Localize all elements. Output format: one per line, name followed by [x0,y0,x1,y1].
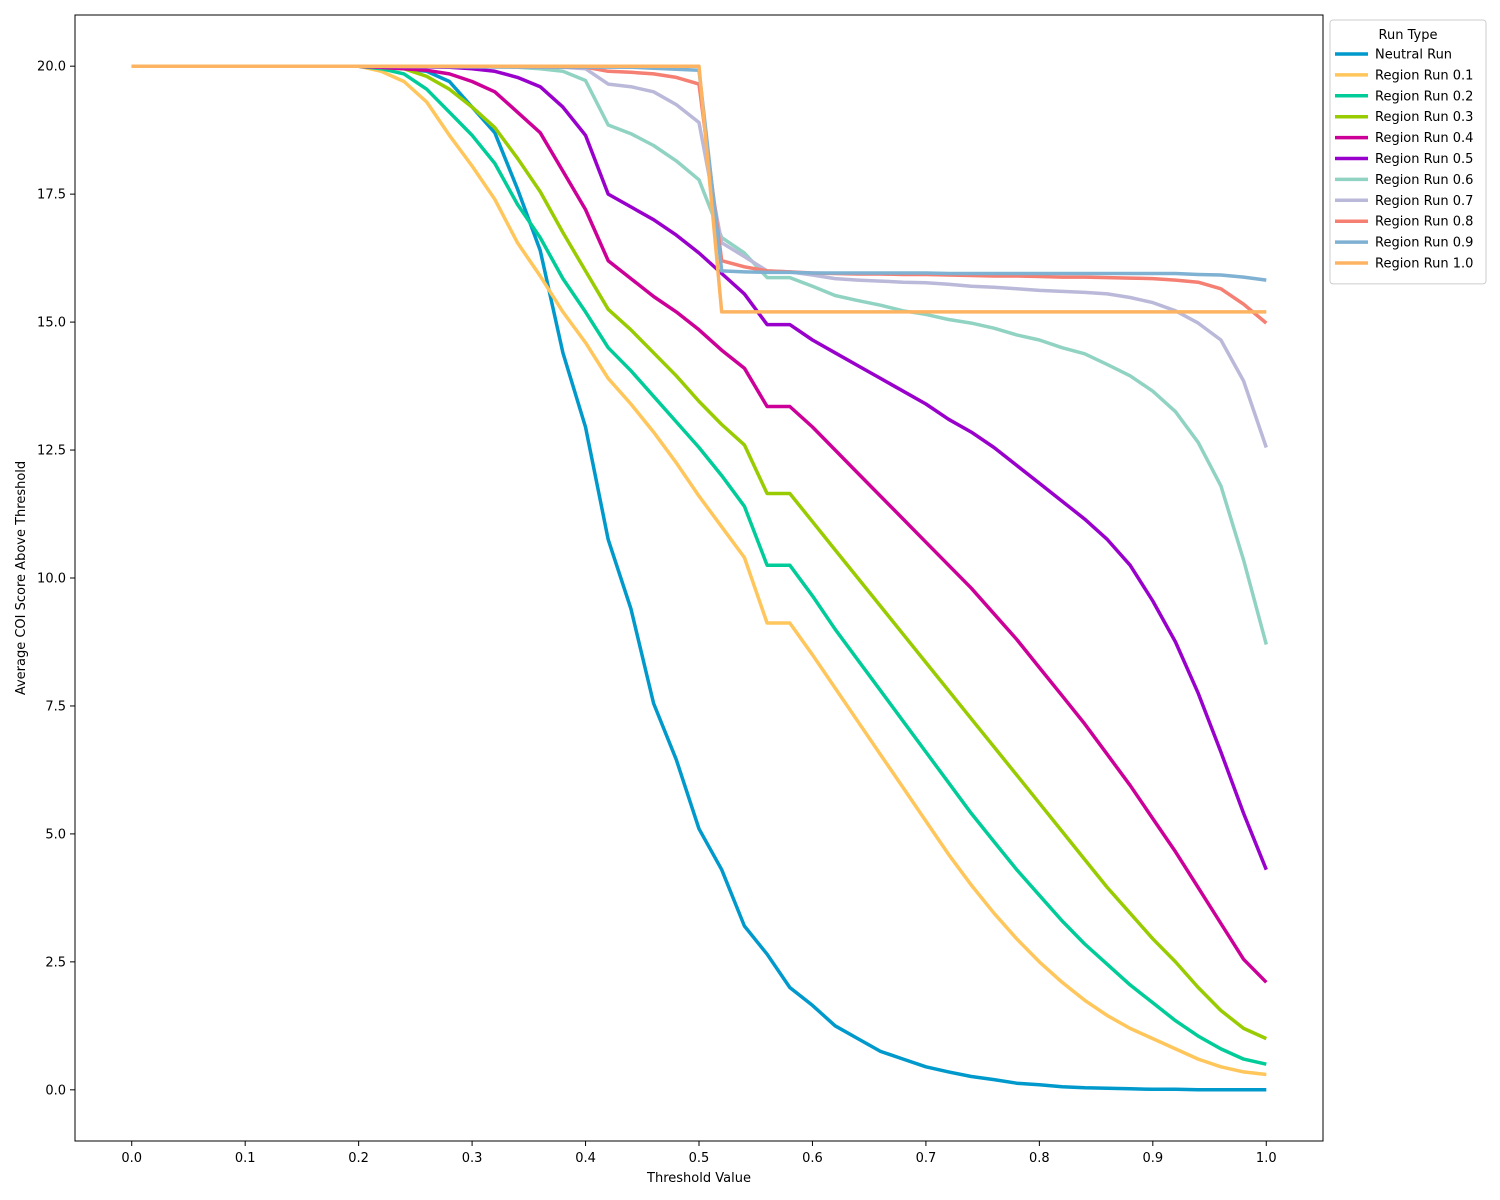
x-tick-label: 0.3 [462,1151,483,1166]
x-tick-label: 0.7 [916,1151,937,1166]
legend-label: Region Run 1.0 [1375,257,1473,272]
x-axis: 0.0 0.1 0.2 0.3 0.4 0.5 0.6 0.7 0.8 0.9 1.0 [121,1141,1277,1166]
series-line-5 [131,64,1268,984]
x-tick-label: 0.8 [1029,1151,1050,1166]
legend-label: Region Run 0.5 [1375,152,1473,167]
y-tick-label: 15.0 [37,316,66,331]
legend-label: Region Run 0.2 [1375,89,1473,104]
y-axis-label: Average COI Score Above Threshold [14,461,29,695]
x-tick-label: 1.0 [1256,1151,1277,1166]
series-line-11 [131,64,1267,314]
x-tick-label: 0.4 [575,1151,596,1166]
x-tick-label: 0.2 [348,1151,369,1166]
series-line-6 [131,64,1268,871]
y-tick-label: 5.0 [45,827,66,842]
series-line-8 [131,64,1268,449]
legend-label: Region Run 0.9 [1375,236,1473,251]
legend-title: Run Type [1379,28,1438,43]
legend-label: Neutral Run [1375,48,1452,63]
legend: Run Type Neutral Run Region Run 0.1 Region… [1329,19,1487,285]
series-line-7 [131,64,1268,645]
legend-items: Neutral Run Region Run 0.1 Region Run 0.2 R… [1335,48,1473,272]
series-line-1 [131,64,1267,1092]
y-tick-label: 7.5 [45,699,66,714]
series-line-4 [131,64,1268,1041]
x-tick-label: 0.0 [121,1151,142,1166]
series-line-10 [131,64,1267,282]
x-tick-label: 0.5 [689,1151,710,1166]
legend-box [1329,19,1487,285]
y-tick-label: 0.0 [45,1083,66,1098]
y-tick-label: 20.0 [37,60,66,75]
x-axis-label: Threshold Value [646,1171,751,1186]
legend-label: Region Run 0.6 [1375,173,1473,188]
y-tick-label: 2.5 [45,955,66,970]
legend-label: Region Run 0.3 [1375,110,1473,125]
y-axis: 0.0 2.5 5.0 7.5 10.0 12.5 15.0 17.5 20.0 [37,60,75,1098]
legend-label: Region Run 0.4 [1375,131,1473,146]
y-tick-label: 17.5 [37,188,66,203]
x-tick-label: 0.9 [1142,1151,1163,1166]
y-tick-label: 12.5 [37,444,66,459]
series-layer [131,64,1268,1092]
series-line-3 [131,64,1267,1066]
x-tick-label: 0.6 [802,1151,823,1166]
legend-label: Region Run 0.7 [1375,194,1473,209]
legend-label: Region Run 0.8 [1375,215,1473,230]
y-tick-label: 10.0 [37,572,66,587]
series-line-9 [131,64,1268,325]
x-tick-label: 0.1 [235,1151,256,1166]
series-line-2 [131,64,1267,1077]
legend-label: Region Run 0.1 [1375,68,1473,83]
